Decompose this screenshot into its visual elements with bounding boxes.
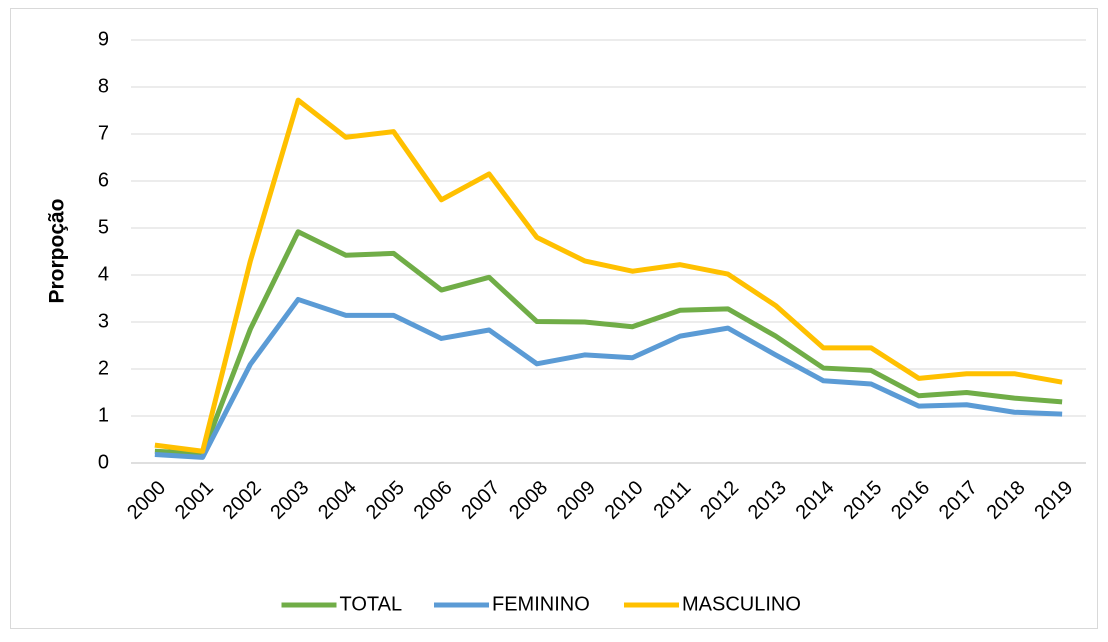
y-axis-label: Prorpoção (46, 198, 69, 303)
y-tick-label: 6 (98, 169, 109, 191)
legend-label: TOTAL (340, 593, 403, 615)
y-tick-label: 7 (98, 122, 109, 144)
series-line (154, 229, 1063, 457)
y-tick-label: 5 (98, 216, 109, 238)
series-line (154, 97, 1063, 454)
y-tick-label: 1 (98, 404, 109, 426)
legend-label: MASCULINO (682, 593, 801, 615)
y-tick-label: 2 (98, 357, 109, 379)
series-line (154, 296, 1063, 460)
y-tick-label: 4 (98, 263, 109, 285)
legend-label: FEMININO (492, 593, 590, 615)
y-tick-label: 0 (98, 451, 109, 473)
chart-frame (10, 8, 1098, 629)
y-tick-label: 3 (98, 310, 109, 332)
y-tick-label: 9 (98, 28, 109, 50)
y-tick-label: 8 (98, 75, 109, 97)
